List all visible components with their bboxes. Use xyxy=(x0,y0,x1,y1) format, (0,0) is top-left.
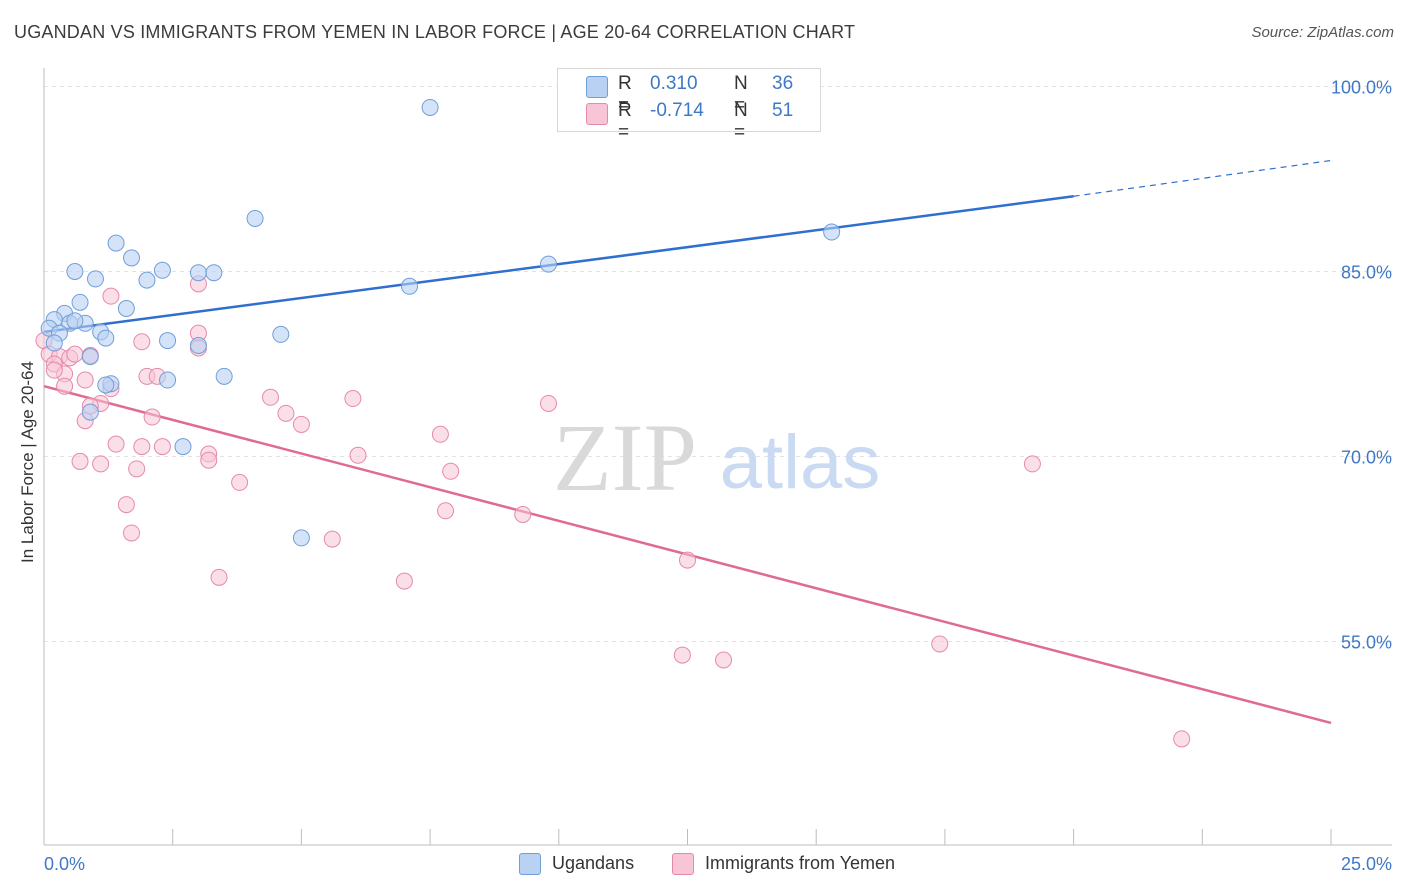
point-yemen xyxy=(128,460,146,478)
point-ugandans xyxy=(153,261,171,279)
point-ugandans xyxy=(540,255,558,273)
point-yemen xyxy=(76,371,94,389)
n-label: N = xyxy=(734,100,748,143)
point-ugandans xyxy=(81,403,99,421)
point-yemen xyxy=(117,496,135,514)
trend-line-ugandans xyxy=(43,195,1074,334)
point-yemen xyxy=(679,551,696,569)
point-ugandans xyxy=(823,223,841,241)
legend-label-yemen: Immigrants from Yemen xyxy=(705,853,896,873)
point-ugandans xyxy=(138,271,156,289)
point-ugandans xyxy=(66,312,84,330)
point-yemen xyxy=(349,446,367,464)
trend-line-ugandans-extension xyxy=(1073,159,1332,197)
n-value: 51 xyxy=(772,100,794,121)
series-legend: Ugandans Immigrants from Yemen xyxy=(0,850,1406,880)
point-ugandans xyxy=(292,529,310,547)
watermark-zip: ZIP xyxy=(553,404,697,511)
n-label: N = xyxy=(734,73,748,116)
point-ugandans xyxy=(159,371,177,389)
point-ugandans xyxy=(272,325,290,343)
point-yemen xyxy=(1023,455,1041,473)
source-credit: Source: ZipAtlas.com xyxy=(1251,24,1394,41)
point-yemen xyxy=(540,394,558,412)
point-ugandans xyxy=(66,263,84,280)
point-yemen xyxy=(102,287,120,305)
tick-labels: 100.0% 85.0% 70.0% 55.0% 0.0% 25.0% xyxy=(44,78,1392,875)
n-value: 36 xyxy=(772,73,794,94)
y-tick-label: 85.0% xyxy=(1341,263,1392,283)
point-yemen xyxy=(133,333,151,351)
y-tick-label: 100.0% xyxy=(1331,78,1392,98)
correlation-legend: R = 0.310 N = 36 R = -0.714 N = 51 xyxy=(557,68,821,143)
point-yemen xyxy=(231,473,249,491)
point-ugandans xyxy=(215,367,233,385)
point-ugandans xyxy=(159,332,177,350)
point-yemen xyxy=(45,361,63,379)
point-ugandans xyxy=(45,334,63,352)
point-yemen xyxy=(71,452,89,470)
point-yemen xyxy=(56,377,74,395)
point-ugandans xyxy=(123,249,141,267)
point-yemen xyxy=(1173,730,1191,748)
point-yemen xyxy=(673,646,691,664)
legend-label-ugandans: Ugandans xyxy=(552,853,635,873)
point-ugandans xyxy=(205,264,223,282)
point-ugandans xyxy=(189,337,207,354)
axes xyxy=(43,68,1392,846)
r-label: R = xyxy=(618,73,632,116)
legend-swatch-yemen xyxy=(672,853,694,875)
point-ugandans xyxy=(189,264,207,282)
data-points xyxy=(35,98,1191,748)
point-yemen xyxy=(442,462,460,480)
point-ugandans xyxy=(71,293,89,311)
point-yemen xyxy=(143,408,161,426)
point-ugandans xyxy=(81,348,99,366)
point-ugandans xyxy=(97,329,115,347)
legend-swatch-blue xyxy=(586,76,608,98)
point-yemen xyxy=(514,505,532,523)
point-yemen xyxy=(133,438,151,456)
point-yemen xyxy=(107,435,125,453)
y-tick-label: 70.0% xyxy=(1341,448,1392,468)
point-yemen xyxy=(66,345,84,363)
point-yemen xyxy=(262,388,280,406)
point-yemen xyxy=(153,438,171,456)
point-yemen xyxy=(210,568,228,586)
x-tick-label: 25.0% xyxy=(1341,854,1392,874)
point-ugandans xyxy=(97,376,115,394)
point-yemen xyxy=(292,415,310,433)
point-yemen xyxy=(431,425,449,443)
point-yemen xyxy=(395,572,413,590)
point-ugandans xyxy=(174,438,192,456)
point-ugandans xyxy=(421,98,439,116)
legend-swatch-pink xyxy=(586,103,608,125)
point-yemen xyxy=(437,502,455,520)
r-value: 0.310 xyxy=(650,73,698,94)
point-yemen xyxy=(277,404,295,422)
legend-swatch-ugandans xyxy=(519,853,541,875)
point-yemen xyxy=(92,455,110,473)
watermark-atlas: atlas xyxy=(720,420,881,505)
point-yemen xyxy=(123,524,141,542)
point-yemen xyxy=(200,451,218,469)
point-yemen xyxy=(931,635,949,653)
point-yemen xyxy=(715,651,733,669)
y-tick-label: 55.0% xyxy=(1341,633,1392,653)
point-ugandans xyxy=(401,277,419,295)
point-ugandans xyxy=(246,209,264,227)
point-yemen xyxy=(323,530,341,548)
point-ugandans xyxy=(86,270,104,288)
point-yemen xyxy=(344,390,362,408)
r-label: R = xyxy=(618,100,632,143)
point-ugandans xyxy=(117,300,135,317)
x-tick-label: 0.0% xyxy=(44,854,85,874)
r-value: -0.714 xyxy=(650,100,704,121)
gridlines xyxy=(44,86,1392,642)
point-ugandans xyxy=(107,234,125,252)
chart-title: UGANDAN VS IMMIGRANTS FROM YEMEN IN LABO… xyxy=(14,22,856,42)
